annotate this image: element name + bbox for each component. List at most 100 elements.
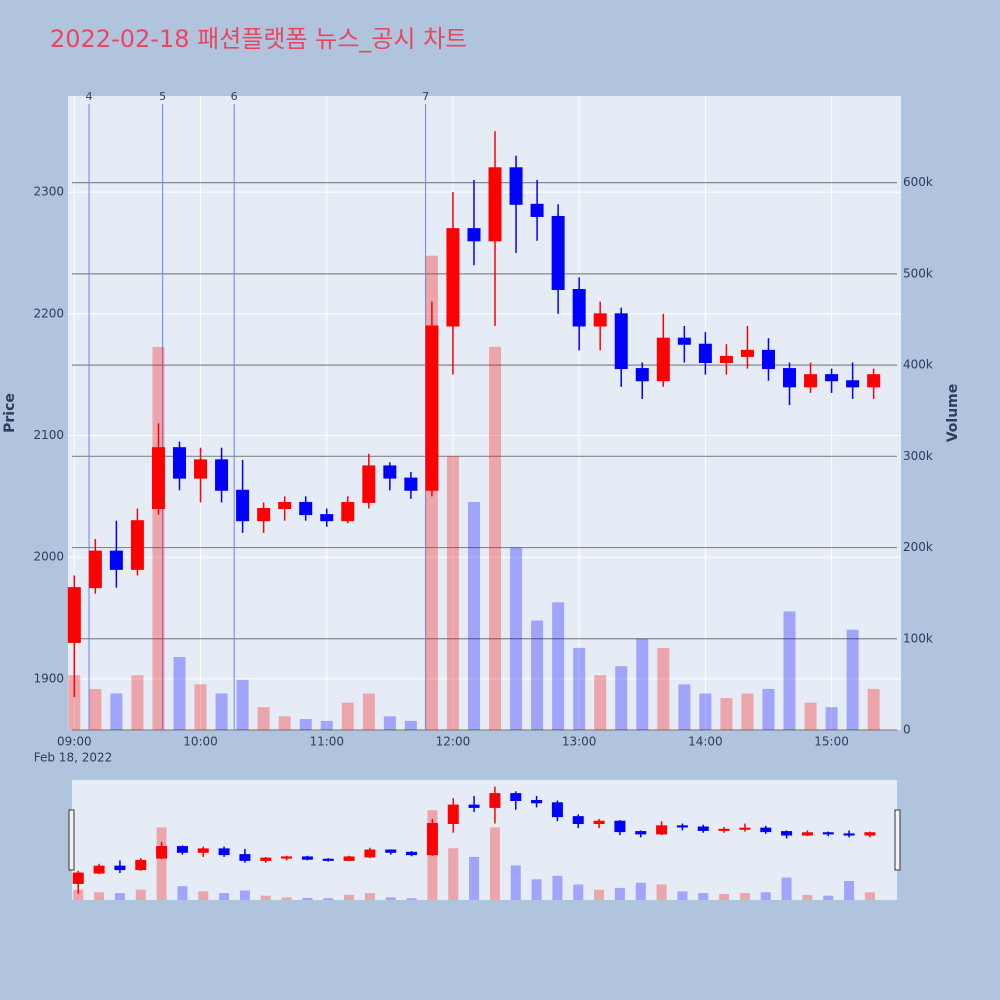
slider-candle-body [718, 828, 730, 831]
slider-candle-body [572, 816, 584, 825]
y2-tick-label: 200k [903, 540, 933, 554]
volume-bar [404, 720, 417, 730]
date-label: Feb 18, 2022 [34, 751, 113, 765]
slider-volume-bar [739, 893, 750, 900]
volume-bar [257, 707, 270, 730]
slider-candle-body [343, 856, 355, 861]
volume-bar [846, 629, 859, 730]
volume-bar [341, 702, 354, 730]
slider-candle-body [489, 793, 501, 808]
slider-candle-body [593, 820, 605, 825]
candle-body [67, 587, 81, 643]
slider-candle-body [176, 846, 188, 853]
slider-candle-body [614, 820, 626, 833]
slider-candle-body [93, 865, 105, 874]
volume-bar [699, 693, 712, 730]
slider-candle-body [114, 865, 126, 871]
slider-candle-body [676, 825, 688, 828]
volume-bar [615, 666, 628, 730]
slider-handle[interactable] [894, 809, 901, 871]
slider-volume-bar [73, 889, 84, 900]
volume-bar [594, 675, 607, 730]
candle-body [362, 465, 376, 503]
slider-volume-bar [323, 898, 334, 900]
slider-volume-bar [489, 827, 500, 900]
candle-body [425, 325, 439, 491]
slider-volume-bar [781, 877, 792, 900]
candle-body [677, 337, 691, 345]
slider-candle-body [322, 858, 334, 861]
candle-body [172, 447, 186, 479]
slider-volume-bar [385, 897, 396, 900]
slider-handle[interactable] [68, 809, 75, 871]
plot-area [68, 96, 901, 730]
news-label: 5 [159, 90, 166, 103]
slider-volume-bar [198, 891, 209, 900]
candle-body [130, 520, 144, 570]
slider-volume-bar [302, 897, 313, 900]
volume-bar [720, 698, 733, 730]
volume-bar [573, 647, 586, 730]
range-slider[interactable] [72, 780, 897, 900]
slider-volume-bar [656, 884, 667, 900]
slider-candle-body [697, 826, 709, 831]
slider-candle-body [510, 793, 522, 801]
slider-candle-body [281, 856, 293, 859]
slider-candle-body [385, 849, 397, 853]
volume-bar [152, 346, 165, 730]
slider-candle-body [72, 872, 84, 884]
y-tick-label: 2200 [33, 306, 64, 320]
volume-bar [825, 707, 838, 730]
candle-body [215, 459, 229, 491]
candle-body [488, 167, 502, 242]
candle-body [236, 489, 250, 522]
candle-body [867, 374, 881, 388]
volume-bar [741, 693, 754, 730]
volume-bar [867, 688, 880, 730]
candle-body [404, 477, 418, 491]
slider-candle-body [135, 859, 147, 871]
x-tick-label: 10:00 [183, 735, 218, 749]
candle-body [257, 508, 271, 522]
slider-candle-body [635, 831, 647, 835]
candle-body [846, 380, 860, 388]
candle-body [299, 501, 313, 516]
volume-bar [762, 688, 775, 730]
x-tick-label: 14:00 [688, 735, 723, 749]
volume-bar [783, 611, 796, 730]
slider-volume-bar [635, 882, 646, 900]
slider-volume-bar [719, 893, 730, 900]
volume-bar [467, 501, 480, 730]
volume-bar [804, 702, 817, 730]
slider-candle-body [801, 832, 813, 836]
y-axis-title: Price [2, 393, 18, 433]
slider-candle-body [531, 799, 543, 804]
volume-bar [236, 679, 249, 730]
volume-bar [678, 684, 691, 730]
slider-volume-bar [510, 865, 521, 900]
x-tick-label: 15:00 [814, 735, 849, 749]
y-tick-label: 2000 [33, 550, 64, 564]
slider-candle-body [468, 804, 480, 808]
slider-candle-body [406, 851, 418, 856]
candle-body [320, 514, 334, 522]
volume-bar [278, 716, 291, 730]
slider-candle-body [218, 848, 230, 856]
marks [67, 104, 881, 900]
slider-volume-bar [177, 886, 188, 900]
volume-bar [299, 719, 312, 730]
y2-tick-label: 100k [903, 631, 933, 645]
slider-candle-body [864, 832, 876, 836]
volume-bar [110, 693, 123, 730]
candle-body [509, 167, 523, 205]
slider-candle-body [551, 802, 563, 818]
grid [68, 96, 901, 731]
candle-body [783, 368, 797, 388]
slider-volume-bar [677, 891, 688, 900]
slider-candle-body [739, 827, 751, 830]
slider-candle-body [760, 827, 772, 833]
slider-volume-bar [239, 890, 250, 900]
slider-volume-bar [469, 856, 480, 900]
slider-volume-bar [864, 892, 875, 900]
